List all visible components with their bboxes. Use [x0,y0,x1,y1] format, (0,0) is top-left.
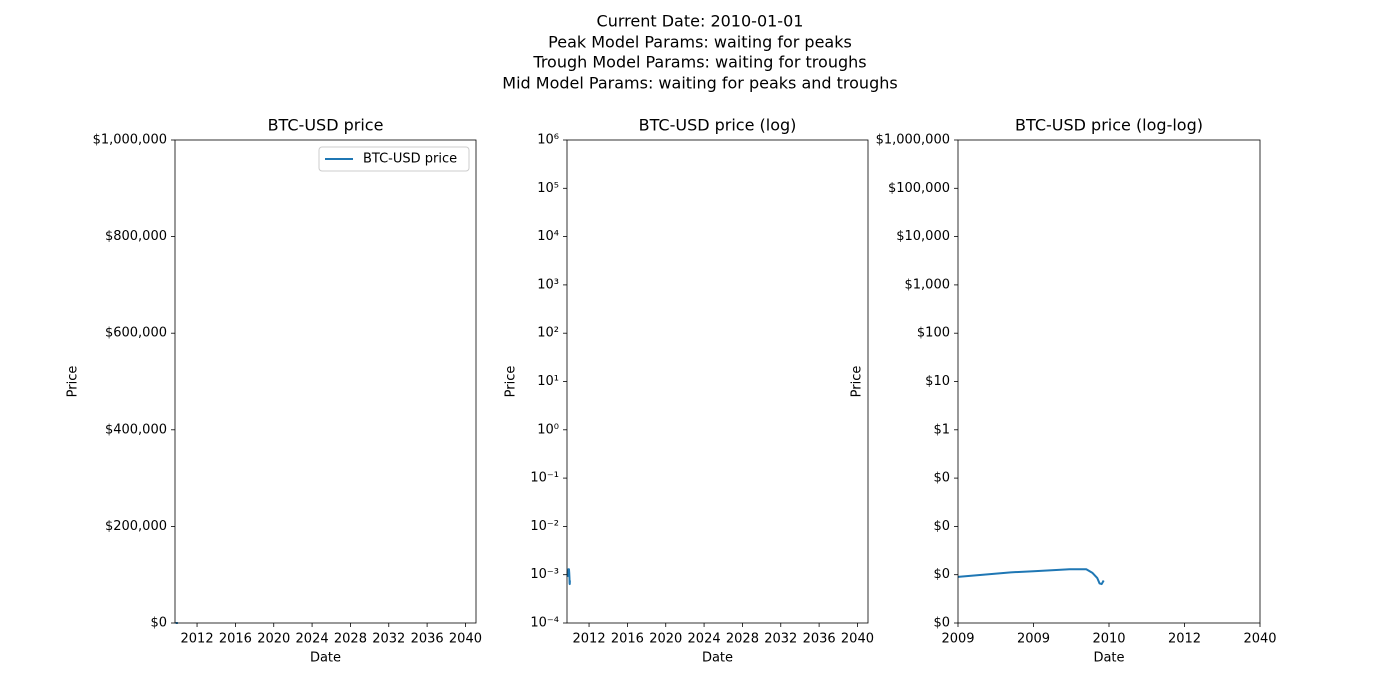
axes-frame [566,139,869,624]
y-tick-label: $10,000 [896,229,950,244]
y-tick-label: $1,000,000 [93,133,167,148]
y-tick-label: $0 [933,519,950,534]
x-tick-label: 2028 [726,632,759,647]
y-tick-label: $200,000 [105,519,167,534]
y-tick-label: 10¹ [537,374,559,389]
x-tick-label: 2009 [1017,632,1050,647]
y-tick-label: $600,000 [105,326,167,341]
legend-label: BTC-USD price [363,152,457,167]
suptitle-line: Current Date: 2010-01-01 [597,12,804,31]
y-tick-label: 10⁻¹ [530,471,559,486]
y-tick-label: 10⁻³ [530,567,559,582]
axes-title: BTC-USD price (log) [639,116,797,135]
y-tick-label: 10⁰ [537,422,559,437]
y-tick-label: $100,000 [888,181,950,196]
y-tick-label: 10⁵ [537,181,559,196]
x-tick-label: 2016 [611,632,644,647]
series-line [566,568,571,586]
y-tick-label: 10⁻⁴ [530,616,559,631]
axes-title: BTC-USD price (log-log) [1015,116,1203,135]
y-tick-label: 10⁶ [537,133,559,148]
y-tick-label: 10⁴ [537,229,559,244]
suptitle-line: Mid Model Params: waiting for peaks and … [502,74,897,93]
y-axis-label: Price [66,366,81,398]
x-tick-label: 2024 [688,632,721,647]
x-axis-label: Date [702,651,733,666]
y-tick-label: $0 [933,616,950,631]
x-tick-label: 2040 [449,632,482,647]
x-tick-label: 2040 [1243,632,1276,647]
y-tick-label: 10³ [537,277,559,292]
axes-frame [957,139,1261,624]
x-tick-label: 2032 [764,632,797,647]
series-line [957,568,1105,586]
legend-box [318,146,470,172]
x-tick-label: 2009 [941,632,974,647]
x-tick-label: 2020 [257,632,290,647]
x-tick-label: 2012 [181,632,214,647]
y-tick-label: $10 [925,374,950,389]
suptitle-line: Trough Model Params: waiting for troughs [532,53,866,72]
y-axis-label: Price [850,366,865,398]
y-tick-label: $1 [933,422,950,437]
y-tick-label: $800,000 [105,229,167,244]
y-axis-label: Price [504,366,519,398]
x-tick-label: 2020 [649,632,682,647]
x-tick-label: 2012 [573,632,606,647]
y-tick-label: $400,000 [105,422,167,437]
axes-title: BTC-USD price [268,116,384,135]
x-tick-label: 2024 [296,632,329,647]
x-tick-label: 2040 [841,632,874,647]
x-axis-label: Date [1093,651,1124,666]
y-tick-label: 10² [537,326,559,341]
y-tick-label: $1,000,000 [876,133,950,148]
suptitle-line: Peak Model Params: waiting for peaks [548,33,852,52]
y-tick-label: 10⁻² [530,519,559,534]
x-tick-label: 2016 [219,632,252,647]
x-tick-label: 2028 [334,632,367,647]
x-tick-label: 2036 [411,632,444,647]
axes-frame [174,139,477,624]
y-tick-label: $0 [150,616,167,631]
y-tick-label: $0 [933,471,950,486]
x-tick-label: 2032 [372,632,405,647]
x-tick-label: 2036 [803,632,836,647]
x-tick-label: 2012 [1168,632,1201,647]
y-tick-label: $0 [933,567,950,582]
y-tick-label: $100 [917,326,950,341]
x-tick-label: 2010 [1092,632,1125,647]
x-axis-label: Date [310,651,341,666]
y-tick-label: $1,000 [905,277,951,292]
